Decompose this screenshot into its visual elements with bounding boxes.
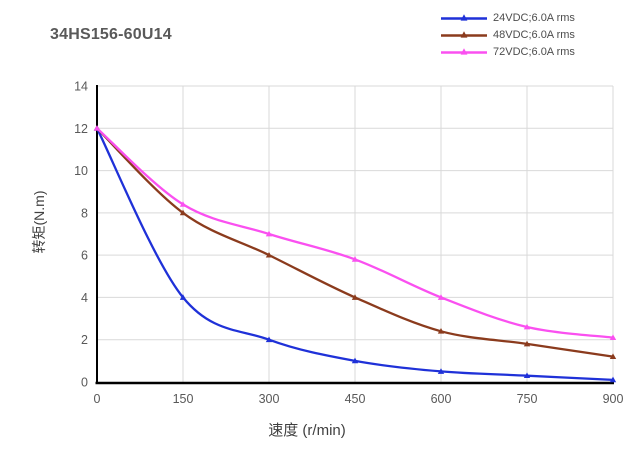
y-tick-label: 0 <box>81 376 88 390</box>
data-point-marker <box>179 201 187 207</box>
data-point-marker <box>437 368 445 374</box>
data-point-marker <box>523 323 531 330</box>
data-point-marker <box>179 209 187 216</box>
data-point-marker <box>265 336 273 343</box>
y-tick-label: 10 <box>74 164 88 178</box>
legend-label-48vdc: 48VDC;6.0A rms <box>493 28 575 41</box>
data-point-marker <box>265 251 273 258</box>
data-point-marker <box>93 125 101 131</box>
y-axis-title: 转矩(N.m) <box>31 190 47 254</box>
data-point-marker <box>437 294 445 300</box>
data-point-marker <box>437 328 445 334</box>
x-tick-label: 150 <box>173 392 194 406</box>
legend-line-sample-72vdc <box>441 47 487 55</box>
data-point-marker <box>351 294 359 300</box>
y-tick-label: 6 <box>81 249 88 263</box>
y-tick-label: 4 <box>81 291 88 305</box>
legend-item-48vdc: 48VDC;6.0A rms <box>440 28 575 41</box>
y-tick-label: 8 <box>81 206 88 220</box>
legend-label-72vdc: 72VDC;6.0A rms <box>493 45 575 58</box>
legend: 24VDC;6.0A rms 48VDC;6.0A rms 72VDC;6.0A… <box>440 11 575 58</box>
data-point-marker <box>179 294 187 300</box>
data-point-marker <box>265 230 273 237</box>
y-tick-label: 12 <box>74 122 88 136</box>
data-point-marker <box>609 334 617 340</box>
legend-line-sample-48vdc <box>441 30 487 38</box>
x-tick-label: 0 <box>94 392 101 406</box>
x-tick-label: 750 <box>517 392 538 406</box>
x-tick-label: 900 <box>603 392 624 406</box>
x-tick-label: 300 <box>259 392 280 406</box>
x-tick-label: 600 <box>431 392 452 406</box>
data-point-marker <box>609 376 617 383</box>
data-point-marker <box>609 353 617 360</box>
data-point-marker <box>351 357 359 364</box>
legend-label-24vdc: 24VDC;6.0A rms <box>493 11 575 24</box>
legend-item-24vdc: 24VDC;6.0A rms <box>440 11 575 24</box>
data-point-marker <box>523 372 531 379</box>
legend-item-72vdc: 72VDC;6.0A rms <box>440 45 575 58</box>
data-point-marker <box>523 340 531 347</box>
x-tick-label: 450 <box>345 392 366 406</box>
chart-title: 34HS156-60U14 <box>50 26 172 43</box>
data-point-marker <box>351 256 359 262</box>
y-tick-label: 14 <box>74 80 88 94</box>
y-tick-label: 2 <box>81 333 88 347</box>
x-axis-title: 速度 (r/min) <box>268 422 346 439</box>
legend-line-sample-24vdc <box>441 13 487 21</box>
